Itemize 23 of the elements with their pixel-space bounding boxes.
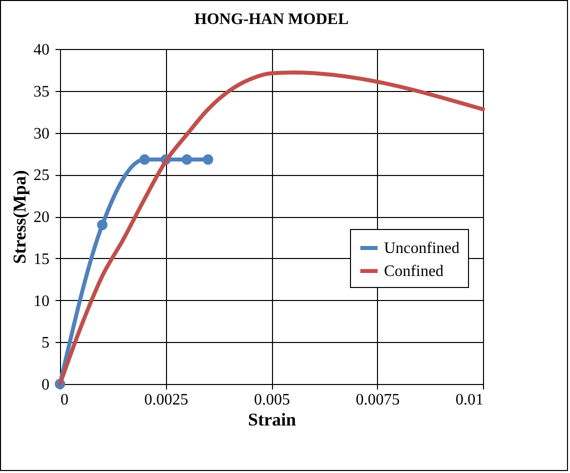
legend-label: Unconfined xyxy=(384,240,460,257)
legend-label: Confined xyxy=(384,263,444,280)
y-tick-label: 10 xyxy=(34,292,50,310)
y-tick-label: 40 xyxy=(34,42,50,58)
y-tick-label: 30 xyxy=(34,125,50,142)
point xyxy=(139,154,150,165)
chart-title: HONG-HAN MODEL xyxy=(194,11,349,28)
x-tick-label: 0.0075 xyxy=(356,392,400,408)
y-tick-label: 15 xyxy=(34,250,50,268)
y-tick-label: 35 xyxy=(34,83,50,100)
y-tick-label: 5 xyxy=(42,334,50,352)
x-tick-label: 0.0025 xyxy=(144,392,188,408)
y-axis-title: Stress(Mpa) xyxy=(10,170,30,264)
x-tick-label: 0 xyxy=(60,392,68,408)
x-tick-label: 0.01 xyxy=(456,392,484,408)
point xyxy=(182,154,192,165)
x-axis-title: Strain xyxy=(248,410,296,430)
y-tick-label: 0 xyxy=(42,376,50,394)
x-tick-label: 0.005 xyxy=(254,392,290,408)
point xyxy=(97,220,108,230)
point xyxy=(202,154,214,165)
y-tick-label: 25 xyxy=(34,167,50,184)
y-tick-label: 20 xyxy=(34,209,50,226)
